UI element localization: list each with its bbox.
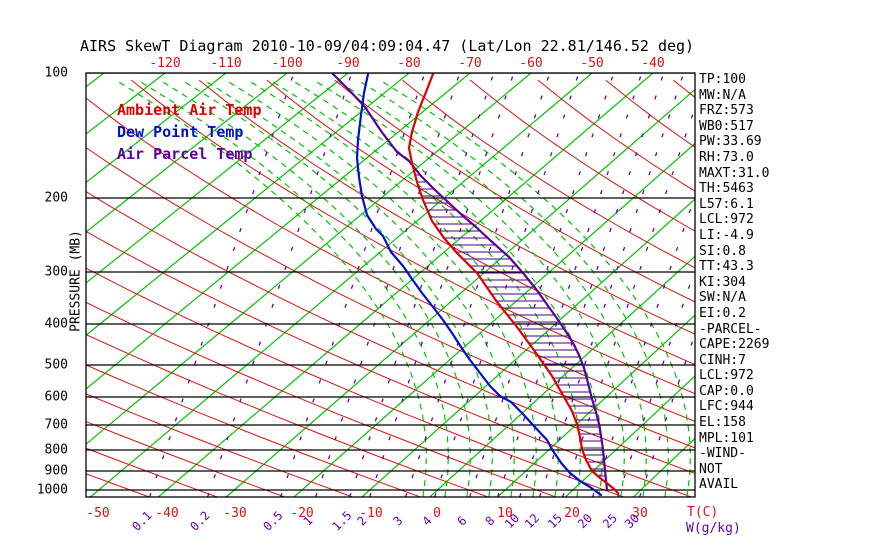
panel-line: TT:43.3 xyxy=(699,259,754,275)
top-temp-tick: -120 xyxy=(149,56,181,71)
mixing-ratio-unit-label: W(g/kg) xyxy=(686,521,741,536)
panel-line: AVAIL xyxy=(699,477,739,493)
panel-line: LCL:972 xyxy=(699,212,754,228)
pressure-axis-label: PRESSURE (MB) xyxy=(68,230,84,332)
air-parcel-temp-curve xyxy=(331,72,609,492)
panel-line: CINH:7 xyxy=(699,352,746,368)
panel-line: MW:N/A xyxy=(699,87,746,103)
pressure-tick: 500 xyxy=(44,357,68,373)
panel-line: LCL:972 xyxy=(699,368,754,384)
panel-line: TP:100 xyxy=(699,72,746,87)
bottom-temp-tick: -10 xyxy=(359,506,383,521)
panel-line: LI:-4.9 xyxy=(699,227,754,243)
panel-line: -PARCEL- xyxy=(699,321,762,337)
bottom-temp-tick: 20 xyxy=(564,506,580,521)
panel-line: CAP:0.0 xyxy=(699,383,754,399)
grid-layer xyxy=(86,73,695,497)
top-temp-tick: -50 xyxy=(580,56,604,71)
panel-line: WB0:517 xyxy=(699,118,754,134)
panel-line: MPL:101 xyxy=(699,430,754,446)
top-temp-tick: -60 xyxy=(519,56,543,71)
top-temp-tick: -110 xyxy=(210,56,242,71)
pressure-tick: 700 xyxy=(44,417,68,433)
bottom-temp-tick: 10 xyxy=(497,506,513,521)
panel-line: SI:0.8 xyxy=(699,243,746,259)
panel-line: TH:5463 xyxy=(699,181,754,197)
panel-line: FRZ:573 xyxy=(699,103,754,119)
chart-title: AIRS SkewT Diagram 2010-10-09/04:09:04.4… xyxy=(80,37,695,55)
bottom-temp-tick: -30 xyxy=(223,506,247,521)
stability-indices-panel: TP:100 MW:N/A FRZ:573 WB0:517 PW:33.69 RH:73.… xyxy=(699,72,769,493)
pressure-tick: 200 xyxy=(44,190,68,206)
pressure-tick: 800 xyxy=(44,442,68,458)
panel-line: PW:33.69 xyxy=(699,134,762,150)
bottom-temp-tick: -40 xyxy=(155,506,179,521)
legend-air-parcel-temp: Air Parcel Temp xyxy=(117,145,253,163)
legend-ambient-air-temp: Ambient Air Temp xyxy=(117,101,262,119)
panel-line: EI:0.2 xyxy=(699,305,746,321)
panel-line: L57:6.1 xyxy=(699,196,754,212)
panel-line: MAXT:31.0 xyxy=(699,165,770,181)
temp-axis-unit-label: T(C) xyxy=(687,505,719,520)
pressure-tick: 100 xyxy=(44,65,68,81)
top-temp-tick: -40 xyxy=(641,56,665,71)
pressure-tick: 600 xyxy=(44,389,68,405)
panel-line: LFC:944 xyxy=(699,399,754,415)
panel-line: EL:158 xyxy=(699,415,746,431)
legend-dew-point-temp: Dew Point Temp xyxy=(117,123,244,141)
bottom-temp-tick: -50 xyxy=(86,506,110,521)
cape-hatch-area xyxy=(415,174,606,477)
pressure-tick: 300 xyxy=(44,264,68,280)
panel-line: CAPE:2269 xyxy=(699,337,770,353)
ambient-air-temp-curve xyxy=(407,72,620,495)
panel-line: KI:304 xyxy=(699,274,746,290)
bottom-temp-tick: 30 xyxy=(632,506,648,521)
bottom-temp-tick: 0 xyxy=(433,506,441,521)
dew-point-temp-curve xyxy=(355,72,603,497)
top-temp-tick: -70 xyxy=(458,56,482,71)
pressure-tick: 900 xyxy=(44,463,68,479)
top-temp-tick: -100 xyxy=(271,56,303,71)
top-temp-tick: -80 xyxy=(397,56,421,71)
panel-line: NOT xyxy=(699,461,723,477)
pressure-tick: 1000 xyxy=(36,482,68,498)
panel-line: -WIND- xyxy=(699,446,746,462)
top-temp-tick: -90 xyxy=(336,56,360,71)
panel-line: RH:73.0 xyxy=(699,149,754,165)
panel-line: SW:N/A xyxy=(699,290,746,306)
bottom-temp-tick: -20 xyxy=(290,506,314,521)
pressure-tick: 400 xyxy=(44,316,68,332)
